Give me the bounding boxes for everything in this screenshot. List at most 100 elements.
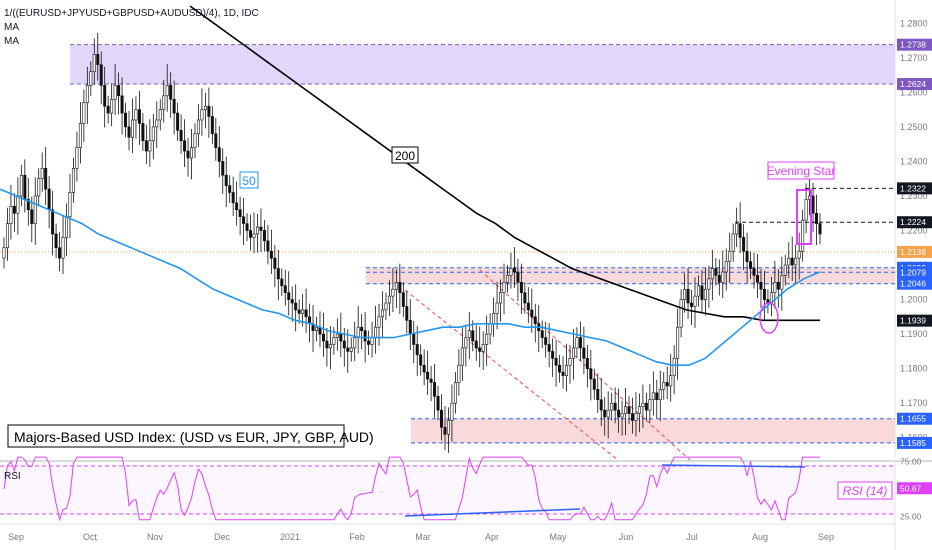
- candle: [495, 281, 499, 330]
- candle: [242, 198, 246, 246]
- candle: [606, 391, 610, 439]
- candle: [207, 87, 211, 138]
- candle-body-down: [363, 330, 367, 342]
- candle-body-down: [815, 212, 819, 224]
- candle: [158, 99, 162, 131]
- time-tick-label: Oct: [83, 532, 98, 542]
- candle: [547, 323, 551, 368]
- rsi-value: 50.67: [900, 483, 922, 493]
- candle-body-down: [547, 344, 551, 352]
- candle-body-down: [127, 126, 131, 138]
- candle: [321, 312, 325, 357]
- candle: [2, 237, 6, 269]
- candle: [68, 173, 72, 239]
- candle: [169, 72, 173, 118]
- candle-body-down: [259, 226, 263, 231]
- candle-body-down: [26, 199, 30, 211]
- candle: [283, 269, 287, 306]
- evening-star-callout-box: [767, 161, 835, 180]
- candle-body-up: [502, 282, 506, 293]
- candle: [217, 126, 221, 178]
- time-tick-label: Apr: [485, 532, 499, 542]
- candle-body-up: [801, 219, 805, 252]
- candle: [426, 350, 430, 395]
- candle: [151, 113, 155, 160]
- candle: [40, 152, 44, 192]
- time-tick-label: Aug: [752, 532, 768, 542]
- candle-body-down: [207, 105, 211, 117]
- candle-body-down: [304, 309, 308, 318]
- candle: [294, 284, 298, 332]
- candle: [703, 267, 707, 316]
- candle-body-up: [620, 413, 624, 418]
- candle: [193, 123, 197, 158]
- candle: [287, 271, 291, 316]
- candle-body-up: [255, 226, 259, 235]
- rsi-tick-label: 25.00: [900, 512, 922, 522]
- candle: [297, 299, 301, 324]
- candle: [384, 292, 388, 321]
- candle: [519, 263, 523, 315]
- zone-red: [411, 418, 895, 443]
- candle: [370, 321, 374, 358]
- candle-body-down: [141, 123, 145, 142]
- candle-body-down: [172, 98, 176, 114]
- candle-body-down: [297, 309, 301, 314]
- candle: [780, 256, 784, 311]
- candle-body-down: [179, 130, 183, 141]
- candle: [231, 176, 235, 216]
- candle-body-up: [193, 133, 197, 148]
- price-label: 1.2046: [900, 279, 926, 289]
- candle: [433, 363, 437, 418]
- candle-body-up: [648, 399, 652, 411]
- price-label-box: [897, 78, 932, 91]
- candle-body-down: [749, 261, 753, 269]
- rsi-value-box: [897, 482, 932, 495]
- candle: [467, 312, 471, 359]
- price-tick-label: 1.2600: [900, 87, 928, 97]
- candle: [183, 119, 187, 167]
- candle: [238, 196, 242, 236]
- candle: [387, 280, 391, 317]
- candle-body-down: [599, 399, 603, 411]
- candle: [290, 286, 294, 322]
- candle-body-up: [485, 333, 489, 345]
- candle-body-down: [120, 95, 124, 114]
- price-tick-label: 1.2200: [900, 226, 928, 236]
- zone-purple: [70, 44, 895, 85]
- candle-body-up: [499, 292, 503, 304]
- candle-body-up: [377, 316, 381, 328]
- candle: [23, 159, 27, 213]
- price-label: 1.2224: [900, 217, 926, 227]
- candle-body-down: [512, 268, 516, 273]
- candle-body-up: [252, 233, 256, 238]
- candle-body-up: [151, 126, 155, 141]
- candle: [603, 396, 607, 436]
- rsi-title: RSI: [4, 471, 21, 482]
- candle: [61, 215, 65, 275]
- candle-body-down: [762, 288, 766, 300]
- candle: [610, 392, 614, 421]
- candle: [113, 64, 117, 116]
- rsi-divergence-line-low: [404, 508, 581, 517]
- candle: [235, 181, 239, 226]
- candle: [5, 207, 9, 261]
- candle-body-up: [637, 406, 641, 414]
- candle: [228, 175, 232, 203]
- candle: [457, 349, 461, 396]
- candle-body-up: [724, 261, 728, 273]
- candle: [304, 288, 308, 333]
- candle-body-up: [196, 119, 200, 135]
- time-tick-label: Jul: [686, 532, 698, 542]
- candle-body-up: [61, 237, 65, 259]
- candle-body-down: [426, 371, 430, 380]
- candle-body-down: [578, 337, 582, 349]
- candle-body-up: [315, 326, 319, 331]
- candle-body-down: [245, 223, 249, 231]
- candle-body-down: [818, 223, 822, 235]
- candle: [148, 119, 152, 167]
- candle: [568, 345, 572, 384]
- candle-body-down: [613, 402, 617, 411]
- candle: [651, 371, 655, 416]
